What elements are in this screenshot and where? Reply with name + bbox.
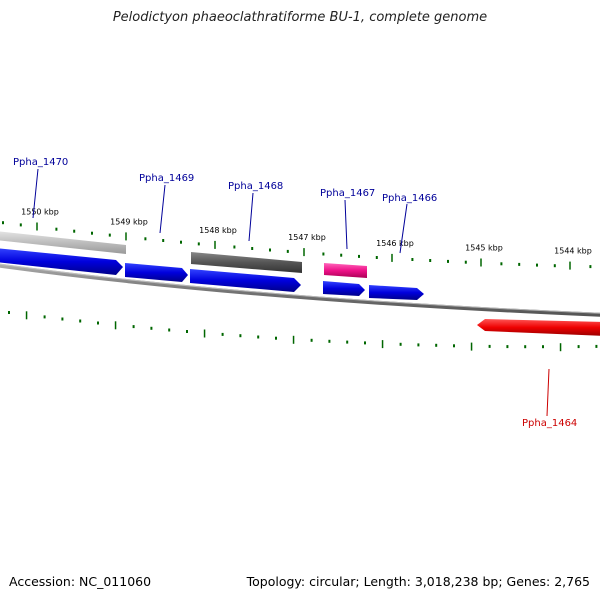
inner-minor-tick xyxy=(364,341,366,345)
inner-minor-tick xyxy=(310,338,313,342)
minor-tick xyxy=(73,229,76,233)
pink-feature xyxy=(324,263,367,278)
inner-minor-tick xyxy=(399,342,402,346)
gene-arrow-ppha-1466[interactable] xyxy=(369,285,424,300)
inner-minor-tick xyxy=(132,325,135,329)
minor-tick xyxy=(233,245,236,249)
gene-arrow-ppha-1468[interactable] xyxy=(190,269,301,292)
inner-minor-tick xyxy=(595,344,598,348)
minor-tick xyxy=(197,242,200,246)
inner-minor-tick xyxy=(417,343,420,347)
inner-minor-tick xyxy=(43,315,46,319)
tick-label: 1548 kbp xyxy=(199,226,237,235)
genome-summary-text: Topology: circular; Length: 3,018,238 bp… xyxy=(246,574,590,589)
inner-minor-tick xyxy=(97,321,99,325)
major-tick xyxy=(569,261,571,270)
gene-label-ppha-1464[interactable]: Ppha_1464 xyxy=(522,418,577,429)
accession-text: Accession: NC_011060 xyxy=(9,574,152,589)
minor-tick xyxy=(55,227,58,231)
minor-tick xyxy=(269,248,271,252)
inner-major-tick xyxy=(292,335,295,344)
inner-minor-tick xyxy=(150,326,153,330)
major-tick xyxy=(36,222,38,231)
outer-major-ticks: 1550 kbp 1549 kbp 1548 kbp 1547 kbp 1546 kbp… xyxy=(21,208,592,270)
major-tick xyxy=(303,248,305,257)
gene-arrow-ppha-1467[interactable] xyxy=(323,281,365,296)
major-tick xyxy=(391,253,393,262)
minor-tick xyxy=(180,240,182,244)
inner-minor-tick xyxy=(453,344,455,348)
inner-minor-tick xyxy=(524,345,527,349)
gene-label-ppha-1468[interactable]: Ppha_1468 xyxy=(228,181,283,192)
tick-label: 1544 kbp xyxy=(554,247,592,256)
minor-tick xyxy=(589,265,592,269)
inner-minor-tick xyxy=(221,332,224,336)
minor-tick xyxy=(2,221,4,225)
minor-tick xyxy=(536,263,538,267)
inner-minor-tick xyxy=(239,334,242,338)
minor-tick xyxy=(553,264,556,268)
inner-major-tick xyxy=(114,321,117,330)
gray-dark-feature xyxy=(191,252,302,273)
minor-tick xyxy=(144,237,147,241)
gene-arrow-ppha-1464[interactable] xyxy=(477,319,600,336)
outer-minor-ticks xyxy=(2,221,592,269)
tick-label: 1550 kbp xyxy=(21,208,59,217)
minor-tick xyxy=(375,256,378,259)
inner-major-tick xyxy=(559,343,562,352)
inner-minor-tick xyxy=(506,345,509,349)
gene-label-ppha-1469[interactable]: Ppha_1469 xyxy=(139,173,194,184)
major-tick xyxy=(214,240,216,249)
inner-minor-tick xyxy=(328,339,331,343)
inner-major-tick xyxy=(203,329,206,338)
minor-tick xyxy=(500,262,503,266)
inner-major-tick xyxy=(381,340,384,349)
inner-minor-tick xyxy=(186,330,188,333)
minor-tick xyxy=(518,262,521,266)
minor-tick xyxy=(429,259,432,262)
inner-minor-tick xyxy=(346,340,349,344)
inner-minor-tick xyxy=(542,345,544,349)
minor-tick xyxy=(340,253,343,257)
minor-tick xyxy=(411,258,414,261)
minor-tick xyxy=(108,233,111,237)
tick-label: 1549 kbp xyxy=(110,217,148,226)
gene-arrow-ppha-1470[interactable] xyxy=(0,248,123,275)
minor-tick xyxy=(19,223,22,227)
minor-tick xyxy=(464,260,467,264)
gene-arrow-ppha-1469[interactable] xyxy=(125,263,188,282)
gray-light-feature xyxy=(0,231,126,254)
tick-label: 1546 kbp xyxy=(376,239,414,248)
inner-major-tick xyxy=(25,311,28,320)
inner-minor-tick xyxy=(61,317,64,321)
genome-backbone xyxy=(0,263,600,317)
genome-title: Pelodictyon phaeoclathratiforme BU-1, co… xyxy=(112,10,488,25)
gene-label-ppha-1467[interactable]: Ppha_1467 xyxy=(320,188,375,199)
inner-minor-tick xyxy=(8,311,10,314)
inner-minor-tick xyxy=(577,345,580,349)
minor-tick xyxy=(447,259,449,263)
inner-minor-tick xyxy=(257,335,260,339)
minor-tick xyxy=(358,254,360,258)
major-tick xyxy=(480,258,482,267)
gene-label-ppha-1466[interactable]: Ppha_1466 xyxy=(382,193,437,204)
major-tick xyxy=(125,232,127,241)
tick-label: 1547 kbp xyxy=(288,233,326,242)
inner-minor-tick xyxy=(275,336,277,340)
minor-tick xyxy=(251,247,254,250)
gene-leader-lines xyxy=(32,168,550,417)
inner-minor-tick xyxy=(435,343,438,347)
minor-tick xyxy=(162,239,165,242)
inner-minor-tick xyxy=(79,319,82,323)
inner-major-tick xyxy=(470,342,473,351)
minor-tick xyxy=(286,249,289,253)
tick-label: 1545 kbp xyxy=(465,244,503,253)
minor-tick xyxy=(322,252,325,256)
inner-ticks xyxy=(8,311,598,352)
inner-minor-tick xyxy=(488,344,491,348)
inner-minor-tick xyxy=(168,328,171,332)
gene-label-ppha-1470[interactable]: Ppha_1470 xyxy=(13,157,68,168)
minor-tick xyxy=(91,231,93,235)
